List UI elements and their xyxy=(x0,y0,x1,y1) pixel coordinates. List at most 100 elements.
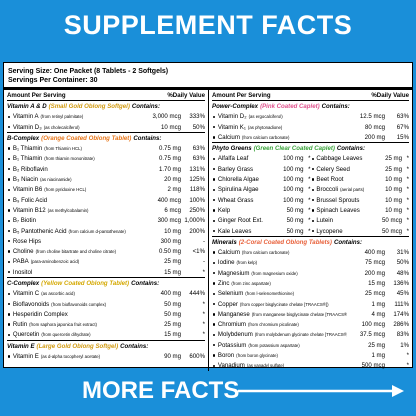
item-amount: 25 mg xyxy=(385,165,402,173)
item-detail: (as methylcobalamin) xyxy=(47,207,89,213)
pair-row: Wheat Grass 100 mg * Brussel Sprouts 10 mg * xyxy=(212,195,409,205)
bullet xyxy=(8,323,11,326)
item-row: Potassium (from potassium aspartate) 25 mg… xyxy=(212,340,409,350)
item-row: Lutein 50 mcg * xyxy=(311,217,409,224)
item-dv: * xyxy=(308,186,311,194)
item-name-cell: Vitamin K₁ (as phytonadione) xyxy=(212,124,347,131)
item-row: B₃ Niacin (as niacinamide) 20 mg 125% xyxy=(7,174,205,184)
item-row: Spirulina Algae 100 mg * xyxy=(212,186,311,193)
item-row: Broccoli (aerial parts) 10 mg * xyxy=(311,186,409,194)
item-dv: 50% xyxy=(192,123,205,131)
item-name-cell: Rose Hips xyxy=(7,238,143,245)
item-dv: * xyxy=(406,196,409,204)
section: C-Complex (Yellow Coated Oblong Tablet) Co… xyxy=(7,277,205,340)
item-row: Cabbage Leaves 25 mg * xyxy=(311,155,409,163)
item-name-cell: Lycopene xyxy=(311,228,373,235)
section: B-Complex (Orange Coated Oblong Tablet) Co… xyxy=(7,132,205,277)
item-dv: 174% xyxy=(393,310,409,318)
item-amount: 25 mg xyxy=(385,155,402,163)
item-detail: (from thiamin mononitrate) xyxy=(44,156,95,162)
item-name-cell: PABA (para-aminobenzoic acid) xyxy=(7,258,143,265)
item-dv: 63% xyxy=(396,113,409,121)
item-row: Molybdenum (from molybdenum glycinate che… xyxy=(212,330,409,340)
item-amount: 25 mg xyxy=(164,258,181,266)
item-detail: (from zinc aspartate) xyxy=(231,280,271,286)
item-dv: 600% xyxy=(189,353,205,361)
item-amount: 10 mg xyxy=(385,206,402,214)
section-title: B-Complex xyxy=(7,134,40,142)
item-name: B₁ Thiamin xyxy=(12,155,43,163)
item-amount: 100 mg xyxy=(283,186,304,194)
bullet xyxy=(8,355,11,358)
section-subtitle: (Pink Coated Caplet) xyxy=(260,102,320,110)
bullet xyxy=(8,115,11,118)
item-row: Ginger Root Ext. 50 mg * xyxy=(212,217,311,224)
item-detail: (from chromium picolinate) xyxy=(248,322,299,328)
item-name: Kale Leaves xyxy=(217,227,252,235)
item-row: Celery Seed 25 mg * xyxy=(311,165,409,173)
item-row: Hesperidin Complex 50 mg * xyxy=(7,309,205,319)
item-row: Lycopene 50 mcg * xyxy=(311,228,409,235)
item-amount: 2 mg xyxy=(167,186,181,194)
item-detail: (aerial parts) xyxy=(340,187,365,193)
item-dv: * xyxy=(308,165,311,173)
item-name: Calcium xyxy=(217,133,240,141)
section-contains: Contains: xyxy=(120,342,149,350)
item-row: Rose Hips 300 mg - xyxy=(7,236,205,246)
bullet xyxy=(8,229,11,233)
item-dv: 1,000% xyxy=(184,217,205,225)
item-name-cell: Bioflavonoids (from bioflavonoids complex… xyxy=(7,301,143,308)
item-name: Rutin xyxy=(12,321,28,329)
item-detail: (as ergocalciferol) xyxy=(248,114,283,120)
item-dv: 136% xyxy=(393,279,409,287)
item-name: Lycopene xyxy=(316,227,343,235)
item-name-cell: Spirulina Algae xyxy=(212,186,274,193)
item-name: Barley Grass xyxy=(217,165,254,173)
item-row: PABA (para-aminobenzoic acid) 25 mg - xyxy=(7,257,205,267)
item-row: Vitamin B12 (as methylcobalamin) 6 mcg 250% xyxy=(7,205,205,215)
item-name-cell: Manganese (from manganese bisglycinate ch… xyxy=(212,311,347,318)
item-row: Spinach Leaves 10 mg * xyxy=(311,206,409,214)
serving-size: Serving Size: One Packet (8 Tablets - 2 … xyxy=(8,68,169,75)
item-name: B₃ Niacin xyxy=(12,176,39,184)
column-heading: Amount Per Serving %Daily Value xyxy=(7,90,205,102)
item-amount: 20 mg xyxy=(164,176,181,184)
item-row: Vitamin D₃ (as cholecalciferol) 10 mcg 50% xyxy=(7,122,205,132)
bullet xyxy=(213,302,216,306)
item-name-cell: Hesperidin Complex xyxy=(7,311,143,318)
pair-row: Barley Grass 100 mg * Celery Seed 25 mg * xyxy=(212,164,409,174)
column-heading: Amount Per Serving %Daily Value xyxy=(212,90,409,102)
item-dv: 63% xyxy=(192,145,205,153)
item-dv: * xyxy=(308,196,311,204)
item-detail: (from calcium d-pantothenate) xyxy=(68,228,126,234)
item-row: Magnesium (from magnesium oxide) 200 mg 48% xyxy=(212,268,409,278)
section-contains: Contains: xyxy=(131,102,160,110)
item-name-cell: Boron (from boron glycinate) xyxy=(212,352,347,359)
item-amount: 12.5 mcg xyxy=(359,113,385,121)
amount-heading: Amount Per Serving xyxy=(212,91,271,99)
item-name-cell: Celery Seed xyxy=(311,166,373,173)
bullet xyxy=(8,125,11,129)
section-heading: Minerals (2-Coral Coated Oblong Tablets) C… xyxy=(212,237,409,247)
bullet xyxy=(213,333,216,337)
item-amount: 25 mcg xyxy=(365,290,385,298)
item-name-cell: Iodine (from kelp) xyxy=(212,259,347,266)
item-row: B₂ Riboflavin 1.70 mg 131% xyxy=(7,164,205,174)
item-amount: 25 mg xyxy=(164,321,181,329)
item-name: Kelp xyxy=(217,206,231,214)
section-contains: Contains: xyxy=(321,102,350,110)
bullet xyxy=(8,188,11,191)
item-amount: 300 mg xyxy=(160,237,181,245)
item-dv: 31% xyxy=(396,249,409,257)
item-dv: - xyxy=(202,237,205,245)
bullet xyxy=(8,157,11,161)
item-detail: (from Thiamin HCL) xyxy=(44,146,82,152)
item-detail: (as d-alpha tocopheryl acetate) xyxy=(40,354,101,360)
item-name-cell: Molybdenum (from molybdenum glycinate che… xyxy=(212,331,347,338)
item-name-cell: Inositol xyxy=(7,269,143,276)
bullet xyxy=(311,168,314,171)
item-name: Quercetin xyxy=(12,331,40,339)
item-row: Bioflavonoids (from bioflavonoids complex… xyxy=(7,299,205,309)
item-amount: 10 mg xyxy=(164,227,181,235)
item-name: Broccoli xyxy=(316,186,339,194)
